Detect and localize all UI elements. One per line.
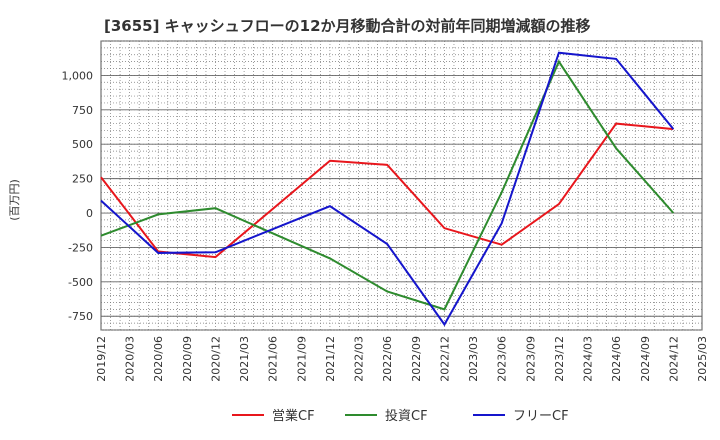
x-tick-label: 2022/03 [353, 336, 366, 382]
y-tick-label: -500 [68, 276, 93, 289]
x-tick-label: 2021/09 [295, 336, 308, 382]
x-tick-label: 2020/06 [152, 336, 165, 382]
x-tick-label: 2023/09 [524, 336, 537, 382]
legend-label: 営業CF [272, 408, 315, 424]
legend-label: 投資CF [385, 408, 428, 424]
y-axis-label: (百万円) [8, 179, 21, 221]
y-tick-label: 500 [72, 138, 93, 151]
y-tick-label: 250 [72, 173, 93, 186]
x-tick-label: 2024/03 [582, 336, 595, 382]
x-tick-label: 2025/03 [696, 336, 709, 382]
x-tick-label: 2022/09 [410, 336, 423, 382]
x-axis-ticks: 2019/12 2020/03 2020/06 2020/09 2020/12 2021/… [95, 336, 709, 382]
y-tick-label: 0 [86, 207, 93, 220]
x-tick-label: 2022/12 [438, 336, 451, 382]
x-tick-label: 2020/03 [124, 336, 137, 382]
x-tick-label: 2021/06 [267, 336, 280, 382]
x-tick-label: 2023/03 [467, 336, 480, 382]
x-tick-label: 2024/12 [667, 336, 680, 382]
x-tick-label: 2023/12 [553, 336, 566, 382]
x-tick-label: 2019/12 [95, 336, 108, 382]
series-line [100, 122, 674, 259]
plot-area [100, 40, 703, 331]
y-tick-label: -750 [68, 310, 93, 323]
x-tick-label: 2022/06 [381, 336, 394, 382]
legend-label: フリーCF [513, 409, 569, 424]
series-group [100, 51, 675, 327]
x-tick-label: 2020/09 [181, 336, 194, 382]
legend: 営業CF 投資CF フリーCF [232, 408, 569, 424]
x-tick-label: 2023/06 [496, 336, 509, 382]
x-tick-label: 2024/06 [610, 336, 623, 382]
y-tick-label: 1,000 [62, 69, 94, 82]
y-axis-ticks: 1,000 750 500 250 0 -250 -500 -750 [62, 69, 94, 323]
series-line [100, 59, 675, 311]
x-tick-label: 2020/12 [209, 336, 222, 382]
x-tick-label: 2021/12 [324, 336, 337, 382]
x-tick-label: 2024/09 [639, 336, 652, 382]
chart-title: [3655] キャッシュフローの12か月移動合計の対前年同期増減額の推移 [104, 17, 591, 35]
y-tick-label: -250 [68, 241, 93, 254]
y-tick-label: 750 [72, 104, 93, 117]
series-line [100, 51, 675, 327]
x-tick-label: 2021/03 [238, 336, 251, 382]
